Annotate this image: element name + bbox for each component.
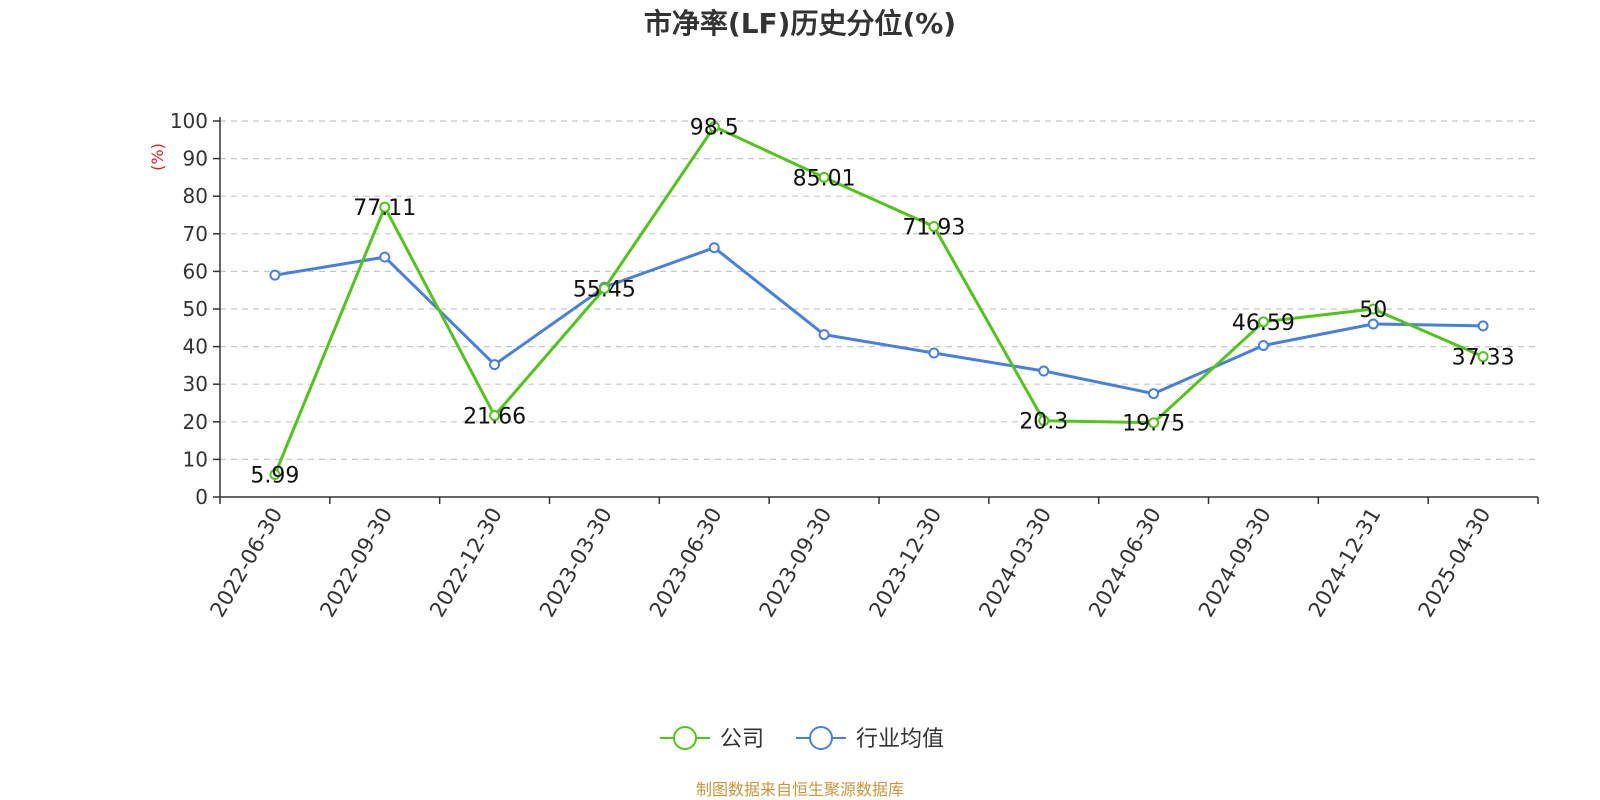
data-label: 85.01 [793,166,856,191]
y-tick-label: 80 [183,184,208,208]
legend-marker [809,726,833,750]
data-label: 20.3 [1019,410,1068,435]
data-label: 77.11 [353,196,416,221]
y-tick-label: 70 [183,222,208,246]
legend-item: 公司 [660,726,764,752]
data-label: 37.33 [1452,346,1515,371]
data-label: 98.5 [690,116,739,141]
x-tick-label: 2022-12-30 [425,504,507,622]
legend: 公司 行业均值 [660,726,944,752]
x-tick-label: 2022-09-30 [315,504,397,622]
data-point [1257,316,1269,328]
data-point [1257,339,1269,351]
data-point [1038,415,1050,427]
x-tick-label: 2022-06-30 [205,504,287,622]
y-tick-label: 60 [183,259,208,283]
legend-item: 行业均值 [796,726,944,752]
x-tick-label: 2024-12-31 [1304,504,1386,622]
data-label: 50 [1359,298,1387,323]
data-label: 55.45 [573,278,636,303]
series-lines [269,121,1489,480]
y-tick-label: 100 [170,109,208,133]
data-point [1038,365,1050,377]
legend-label: 行业均值 [856,727,944,752]
data-point [708,121,720,133]
data-label: 46.59 [1232,311,1295,336]
data-point [489,410,501,422]
data-point [818,329,830,341]
data-point [928,347,940,359]
y-tick-label: 50 [183,297,208,321]
y-axis-label: (%) [148,143,167,171]
x-tick-label: 2024-03-30 [974,504,1056,622]
data-point [928,221,940,233]
data-point [1477,320,1489,332]
data-label: 19.75 [1122,412,1185,437]
data-point [1477,351,1489,363]
legend-label: 公司 [720,727,764,752]
x-tick-label: 2025-04-30 [1414,504,1496,622]
series-line [273,125,1484,476]
data-point [489,359,501,371]
data-point [818,171,830,183]
x-tick-label: 2023-06-30 [645,504,727,622]
data-point [1367,318,1379,330]
y-tick-label: 10 [183,447,208,471]
data-point [1367,303,1379,315]
legend-marker [673,726,697,750]
data-point [708,242,720,254]
x-tick-label: 2024-06-30 [1084,504,1166,622]
data-labels: 5.99 77.11 21.66 55.45 98.5 85.01 71.93 20.3 19.… [250,116,1514,489]
x-tick-label: 2023-12-30 [864,504,946,622]
data-point [598,283,610,295]
x-tick-label: 2024-09-30 [1194,504,1276,622]
x-tick-label: 2023-09-30 [755,504,837,622]
y-tick-label: 40 [183,335,208,359]
data-point [1148,388,1160,400]
data-point [269,468,281,480]
source-note: 制图数据来自恒生聚源数据库 [696,780,904,799]
data-point [1148,417,1160,429]
data-label: 21.66 [463,405,526,430]
y-tick-label: 30 [183,372,208,396]
data-point [379,201,391,213]
series-line [274,246,1484,396]
x-tick-label: 2023-03-30 [535,504,617,622]
chart-title: 市净率(LF)历史分位(%) [644,7,956,40]
y-tick-label: 90 [183,147,208,171]
data-point [269,269,281,281]
data-label: 71.93 [902,216,965,241]
y-tick-label: 0 [195,485,208,509]
y-tick-label: 20 [183,410,208,434]
data-point [379,251,391,263]
data-label: 5.99 [250,463,299,488]
